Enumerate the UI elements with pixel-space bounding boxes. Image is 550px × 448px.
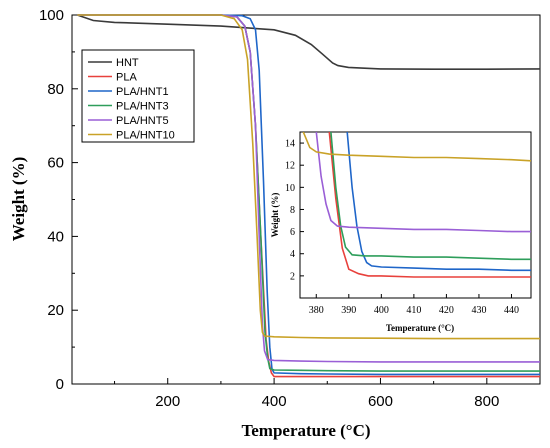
x-tick-label: 800: [474, 393, 499, 410]
y-tick-label: 0: [56, 376, 64, 393]
legend-label-pla: PLA: [116, 72, 137, 84]
inset-x-tick-label: 410: [406, 305, 421, 316]
inset-x-tick-label: 440: [504, 305, 519, 316]
y-tick-label: 20: [47, 302, 64, 319]
x-tick-label: 600: [368, 393, 393, 410]
legend-label-pla-hnt3: PLA/HNT3: [116, 101, 169, 113]
legend-label-pla-hnt10: PLA/HNT10: [116, 130, 175, 142]
series-line-pla-hnt1: [77, 14, 540, 376]
inset-y-tick-label: 2: [290, 271, 295, 282]
y-tick-label: 80: [47, 81, 64, 98]
inset-y-tick-label: 8: [290, 205, 295, 216]
inset-x-tick-label: 390: [341, 305, 356, 316]
main-series-group: [77, 14, 541, 378]
series-line-pla-hnt10: [77, 14, 540, 340]
inset-x-tick-label: 400: [374, 305, 389, 316]
series-line-hnt: [77, 14, 541, 70]
inset-series-line-pla: [328, 132, 531, 278]
main-axis-ticks: 200 400 600 800 0 20 40 60 80 100: [39, 7, 541, 410]
y-tick-label: 60: [47, 155, 64, 172]
y-tick-label: 100: [39, 7, 64, 24]
inset-series-line-pla-hnt3: [330, 132, 531, 261]
y-axis-title: Weight (%): [9, 157, 28, 242]
inset-series-group: [302, 132, 531, 278]
legend: HNT PLA PLA/HNT1 PLA/HNT3 PLA/HNT5 PLA/HNT10: [81, 49, 195, 143]
inset-x-tick-label: 420: [439, 305, 454, 316]
x-tick-label: 200: [155, 393, 180, 410]
legend-label-pla-hnt1: PLA/HNT1: [116, 86, 169, 98]
legend-label-pla-hnt5: PLA/HNT5: [116, 115, 169, 127]
inset-y-tick-label: 12: [285, 161, 295, 172]
inset-series-line-pla-hnt5: [315, 132, 531, 233]
inset-chart: 380 390 400 410 420 430 440 2 4 6 8 10 12 14 Temperat…: [270, 131, 532, 333]
inset-axis-ticks: 380 390 400 410 420 430 440 2 4 6 8 10 12 14: [285, 139, 519, 316]
inset-series-line-pla-hnt1: [346, 132, 531, 272]
y-tick-label: 40: [47, 228, 64, 245]
inset-series-line-pla-hnt10: [302, 132, 531, 162]
x-axis-title: Temperature (°C): [241, 421, 370, 440]
legend-label-hnt: HNT: [116, 57, 139, 69]
inset-x-tick-label: 430: [471, 305, 486, 316]
inset-x-tick-label: 380: [309, 305, 324, 316]
inset-y-tick-label: 14: [285, 139, 295, 150]
inset-x-axis-title: Temperature (°C): [386, 323, 454, 333]
x-tick-label: 400: [262, 393, 287, 410]
inset-y-tick-label: 10: [285, 183, 295, 194]
series-line-pla-hnt5: [77, 14, 540, 363]
legend-box: [81, 49, 195, 143]
inset-y-axis-title: Weight (%): [270, 193, 280, 238]
inset-y-tick-label: 4: [290, 249, 295, 260]
inset-y-tick-label: 6: [290, 227, 295, 238]
